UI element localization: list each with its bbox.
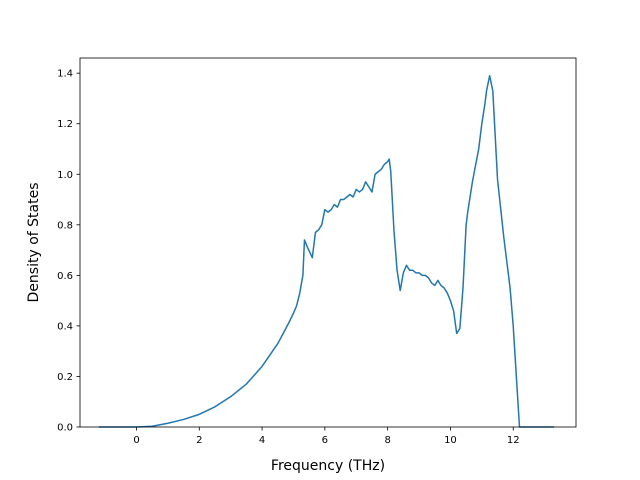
y-tick-label: 0.0 <box>57 423 73 434</box>
x-tick-label: 6 <box>322 435 328 446</box>
y-tick-label: 1.4 <box>57 69 73 80</box>
y-tick-label: 0.6 <box>57 271 73 282</box>
plot-frame <box>79 57 577 428</box>
dos-series-line <box>98 74 555 428</box>
x-tick-label: 12 <box>507 435 520 446</box>
x-tick-label: 8 <box>384 435 390 446</box>
y-tick-label: 0.8 <box>57 220 73 231</box>
y-tick-label: 0.2 <box>57 372 73 383</box>
x-tick-label: 0 <box>133 435 139 446</box>
y-tick-label: 0.4 <box>57 321 73 332</box>
x-tick-label: 10 <box>444 435 457 446</box>
y-tick-label: 1.2 <box>57 119 73 130</box>
x-axis-label: Frequency (THz) <box>271 458 385 474</box>
axis-ticks: 0 2 4 6 8 10 12 0.0 0.2 0.4 0.6 0.8 1.0 1.2 1.4 <box>57 69 519 446</box>
y-tick-label: 1.0 <box>57 170 73 181</box>
y-axis-label: Density of States <box>26 183 42 303</box>
x-tick-label: 2 <box>196 435 202 446</box>
x-tick-label: 4 <box>259 435 265 446</box>
